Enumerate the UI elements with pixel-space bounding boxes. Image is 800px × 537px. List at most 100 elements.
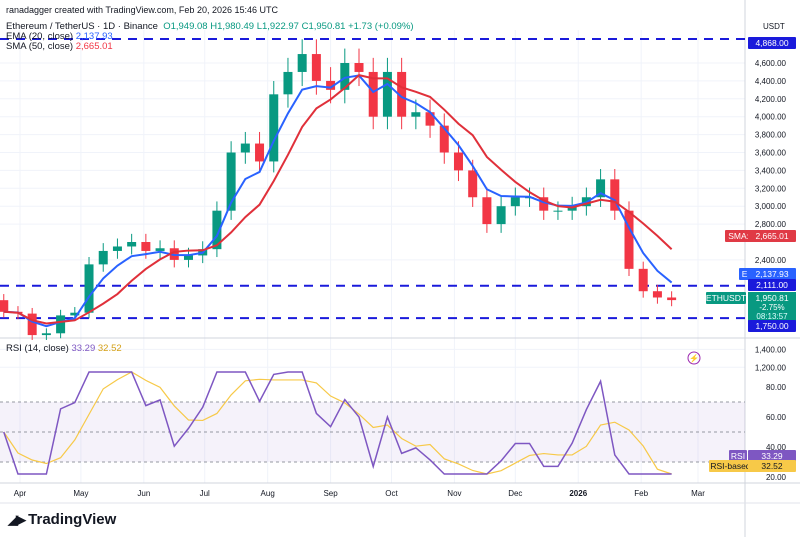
candle: [667, 297, 677, 301]
price-tick-label: 3,200.00: [755, 184, 787, 193]
high-value: H1,980.49: [210, 21, 255, 32]
ema-legend[interactable]: EMA (20, close) 2,137.93: [6, 31, 113, 42]
rsi-ma-tag: RSI-based MA: [710, 461, 766, 471]
time-tick-label: Apr: [14, 489, 27, 498]
candle: [212, 210, 222, 250]
close-value: C1,950.81: [301, 21, 346, 32]
candle: [652, 291, 662, 298]
sma-line: [3, 74, 673, 325]
time-tick-label: Dec: [508, 489, 522, 498]
candle: [269, 94, 279, 162]
price-tick-label: 3,400.00: [755, 166, 787, 175]
rsi-ma-value-tag: 32.52: [761, 461, 783, 471]
candle: [56, 315, 66, 334]
ema-value-tag: 2,137.93: [755, 269, 788, 279]
candle: [183, 255, 193, 260]
ema-line: [3, 74, 673, 328]
price-tick-label: 3,600.00: [755, 149, 787, 158]
time-tick-label: Jul: [200, 489, 210, 498]
price-tick-label: 4,400.00: [755, 77, 787, 86]
symbol-name: Ethereum / TetherUS · 1D · Binance: [6, 21, 158, 32]
time-tick-label: Oct: [385, 489, 398, 498]
last-price-bg: [748, 292, 796, 322]
ema-value: 2,137.93: [75, 31, 113, 42]
change-value: +1.73 (+0.09%): [348, 21, 414, 32]
candle: [482, 197, 492, 225]
rsi-ma-line: [3, 371, 672, 475]
time-tick-label: May: [73, 489, 88, 498]
candle: [496, 206, 506, 225]
rsi-ma-value-tag-bg: [748, 460, 796, 472]
rsi-tag: RSI: [731, 451, 745, 461]
candle: [539, 197, 549, 211]
candle: [0, 300, 9, 312]
sma-label: SMA (50, close): [6, 41, 74, 52]
level-tag: 1,750.00: [755, 321, 788, 331]
candle: [155, 248, 165, 251]
sma-value: 2,665.01: [75, 41, 113, 52]
candle: [624, 210, 634, 269]
time-tick-label: Feb: [634, 489, 648, 498]
rsi-tag-bg: [729, 450, 747, 462]
sma-value-tag: 2,665.01: [755, 231, 788, 241]
candle: [382, 71, 392, 117]
candle: [510, 197, 520, 207]
rsi-tick-label: 80.00: [766, 383, 787, 392]
time-tick-label: Sep: [323, 489, 338, 498]
candle: [610, 179, 620, 211]
last-symbol-tag-bg: [706, 292, 746, 304]
time-tick-label: 2026: [569, 489, 587, 498]
open-value: O1,949.08: [163, 21, 208, 32]
sma-value-tag-bg: [748, 230, 796, 242]
lightning-icon: [687, 351, 701, 365]
rsi-label: RSI (14, close): [6, 343, 69, 354]
time-tick-label: Mar: [691, 489, 705, 498]
tradingview-logo[interactable]: ◢▶ TradingView: [8, 511, 117, 528]
level-tag-bg: [748, 320, 796, 332]
candle: [411, 112, 421, 117]
candle: [240, 143, 250, 153]
candle: [297, 54, 307, 72]
lightning-icon-glyph: ⚡: [689, 353, 699, 363]
rsi-value-tag-bg: [748, 450, 796, 462]
candle: [397, 71, 407, 117]
candle: [70, 312, 80, 316]
price-tick-label: 1,200.00: [755, 363, 787, 372]
candle: [354, 63, 364, 72]
last-change-value: -2.75%: [759, 303, 784, 312]
price-tick-label: 3,800.00: [755, 131, 787, 140]
candle: [439, 125, 449, 153]
symbol-legend: Ethereum / TetherUS · 1D · Binance O1,94…: [6, 21, 414, 32]
candle: [468, 170, 478, 198]
candle: [98, 250, 108, 265]
credit-line: ranadagger created with TradingView.com,…: [6, 5, 278, 15]
candle: [41, 333, 51, 336]
candle: [340, 63, 350, 90]
candle: [596, 179, 606, 198]
rsi-value: 33.29: [71, 343, 96, 354]
time-tick-label: Aug: [261, 489, 275, 498]
candle: [326, 80, 336, 90]
rsi-legend[interactable]: RSI (14, close) 33.29 32.52: [6, 343, 122, 354]
price-tick-label: 4,600.00: [755, 59, 787, 68]
rsi-line: [3, 371, 672, 475]
price-tick-label: 2,800.00: [755, 220, 787, 229]
rsi-tick-label: 40.00: [766, 443, 787, 452]
candle: [27, 313, 37, 336]
candle: [226, 152, 236, 211]
candle: [368, 71, 378, 117]
logo-text: TradingView: [28, 511, 117, 528]
candle: [311, 54, 321, 81]
rsi-tick-label: 20.00: [766, 473, 787, 482]
countdown-value: 08:13:57: [756, 312, 788, 321]
rsi-value-tag: 33.29: [761, 451, 783, 461]
price-tick-label: 1,400.00: [755, 345, 787, 354]
candle: [553, 210, 563, 212]
price-tick-label: 4,000.00: [755, 113, 787, 122]
sma-legend[interactable]: SMA (50, close) 2,665.01: [6, 41, 113, 52]
ema-label: EMA (20, close): [6, 31, 74, 42]
candle: [84, 264, 94, 313]
candle: [255, 143, 265, 162]
